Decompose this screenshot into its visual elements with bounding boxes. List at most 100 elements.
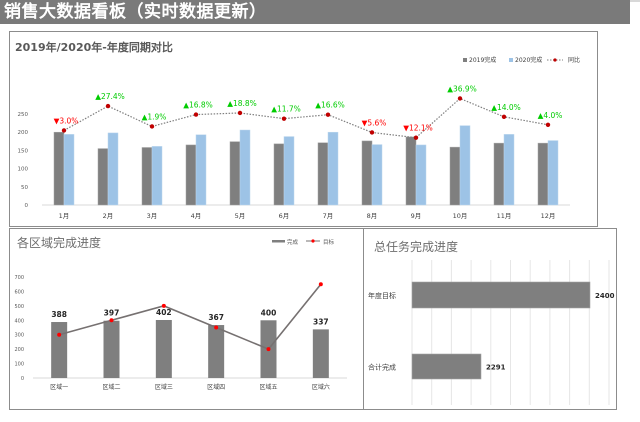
x-tick-label: 2月 (103, 212, 114, 220)
legend-done-swatch (272, 240, 285, 243)
legend-2019-swatch (463, 58, 467, 62)
x-tick-label: 12月 (541, 212, 556, 220)
yoy-marker (325, 112, 331, 117)
total-category-label: 年度目标 (368, 291, 396, 300)
yoy-marker (457, 96, 463, 101)
legend-target-marker (311, 239, 315, 243)
y-tick-label: 50 (21, 185, 28, 191)
total-bar (411, 281, 591, 309)
yoy-marker (149, 124, 155, 129)
yoy-label-up: ▲16.6% (315, 101, 345, 110)
yoy-label-up: ▲36.9% (447, 84, 477, 93)
region-value-label: 400 (261, 308, 277, 317)
bar-2020 (107, 132, 119, 206)
target-marker (266, 347, 271, 352)
bar-2019 (97, 148, 109, 206)
yoy-label-up: ▲1.9% (142, 112, 167, 121)
region-value-label: 367 (208, 313, 224, 322)
total-value-label: 2291 (486, 364, 506, 372)
bar-2019 (273, 143, 285, 206)
yoy-label-up: ▲4.0% (538, 111, 563, 120)
bar-2020 (151, 146, 163, 206)
yoy-marker (281, 116, 287, 121)
yoy-marker (501, 114, 507, 120)
yoy-label-up: ▲16.8% (183, 101, 213, 110)
total-chart-title: 总任务完成进度 (374, 240, 459, 254)
yoy-marker (193, 112, 199, 117)
x-tick-label: 1月 (59, 212, 70, 220)
x-tick-label: 区域六 (312, 383, 330, 391)
bar-2020 (327, 131, 339, 206)
total-progress-panel: 总任务完成进度 年度目标 2400 合计完成 2291 (363, 228, 617, 410)
x-tick-label: 区域四 (207, 383, 225, 391)
target-marker (318, 282, 323, 287)
y-tick-label: 100 (14, 362, 24, 368)
region-bar (51, 322, 68, 378)
legend-yoy-label: 同比 (568, 56, 580, 64)
y-tick-label: 250 (18, 112, 29, 118)
bar-2020 (63, 134, 75, 206)
yoy-label-down: ▼3.0% (54, 116, 79, 125)
yoy-marker (61, 128, 67, 133)
region-chart-title: 各区域完成进度 (17, 236, 102, 250)
bar-2019 (317, 142, 329, 206)
yoy-label-up: ▲27.4% (95, 92, 125, 101)
yoy-label-up: ▲14.0% (491, 103, 521, 112)
yoy-marker (105, 103, 111, 109)
total-chart: 年度目标 2400 合计完成 2291 (368, 260, 615, 405)
bar-2020 (503, 134, 515, 206)
yoy-marker (237, 110, 243, 116)
bar-2020 (371, 144, 383, 206)
yoy-chart-title: 2019年/2020年-年度同期对比 (15, 41, 173, 54)
region-value-label: 388 (51, 310, 67, 319)
bar-2019 (449, 146, 461, 206)
region-progress-panel: 各区域完成进度 0 100 200 300 400 500 600 700 388 区域一 397 区… (9, 228, 364, 410)
y-tick-label: 600 (14, 289, 24, 295)
region-bar (155, 319, 172, 378)
bar-2019 (537, 142, 549, 206)
y-tick-label: 150 (18, 148, 29, 154)
region-value-label: 337 (313, 317, 329, 326)
x-tick-label: 9月 (411, 212, 422, 220)
target-marker (161, 303, 166, 308)
x-tick-label: 区域五 (259, 383, 277, 391)
y-tick-label: 200 (14, 347, 24, 353)
legend-2020-label: 2020完成 (515, 56, 542, 64)
y-tick-label: 300 (14, 333, 24, 339)
target-marker (109, 318, 114, 323)
legend-target-label: 目标 (323, 238, 335, 246)
x-tick-label: 区域一 (50, 383, 68, 391)
bar-2019 (229, 141, 241, 206)
total-bar (411, 353, 482, 380)
bar-2019 (405, 136, 417, 206)
bar-2020 (283, 136, 295, 206)
y-tick-label: 0 (21, 376, 24, 382)
yoy-marker (413, 135, 419, 140)
yoy-marker (369, 130, 375, 135)
region-value-label: 397 (104, 309, 120, 318)
dashboard-title: 销售大数据看板（实时数据更新） (0, 0, 630, 24)
yoy-comparison-panel: 2019年/2020年-年度同期对比 0 50 100 150 200 250 1月 2月 3月… (9, 31, 598, 227)
total-value-label: 2400 (595, 292, 615, 300)
x-tick-label: 11月 (497, 212, 512, 220)
region-bar (103, 320, 120, 378)
yoy-line (63, 97, 549, 139)
bar-2019 (361, 140, 373, 206)
y-tick-label: 500 (14, 304, 24, 310)
y-tick-label: 200 (18, 130, 29, 136)
yoy-chart: 0 50 100 150 200 250 1月 2月 3月 4月 5月 6月 7月 8月 9月 10月 11月 1… (18, 56, 581, 220)
region-chart: 0 100 200 300 400 500 600 700 388 区域一 397 区域二 402 区域三… (14, 238, 347, 391)
yoy-label-down: ▼5.6% (362, 118, 387, 127)
legend-done-label: 完成 (287, 238, 299, 246)
target-line (58, 283, 322, 351)
x-tick-label: 3月 (147, 212, 158, 220)
legend-yoy-marker (553, 58, 557, 62)
target-marker (214, 325, 219, 330)
bar-2019 (53, 131, 65, 206)
total-category-label: 合计完成 (368, 363, 396, 372)
bar-2020 (459, 125, 471, 206)
legend-2020-swatch (509, 58, 513, 62)
x-tick-label: 区域三 (155, 383, 173, 391)
bar-2020 (547, 140, 559, 206)
yoy-label-up: ▲18.8% (227, 99, 257, 108)
